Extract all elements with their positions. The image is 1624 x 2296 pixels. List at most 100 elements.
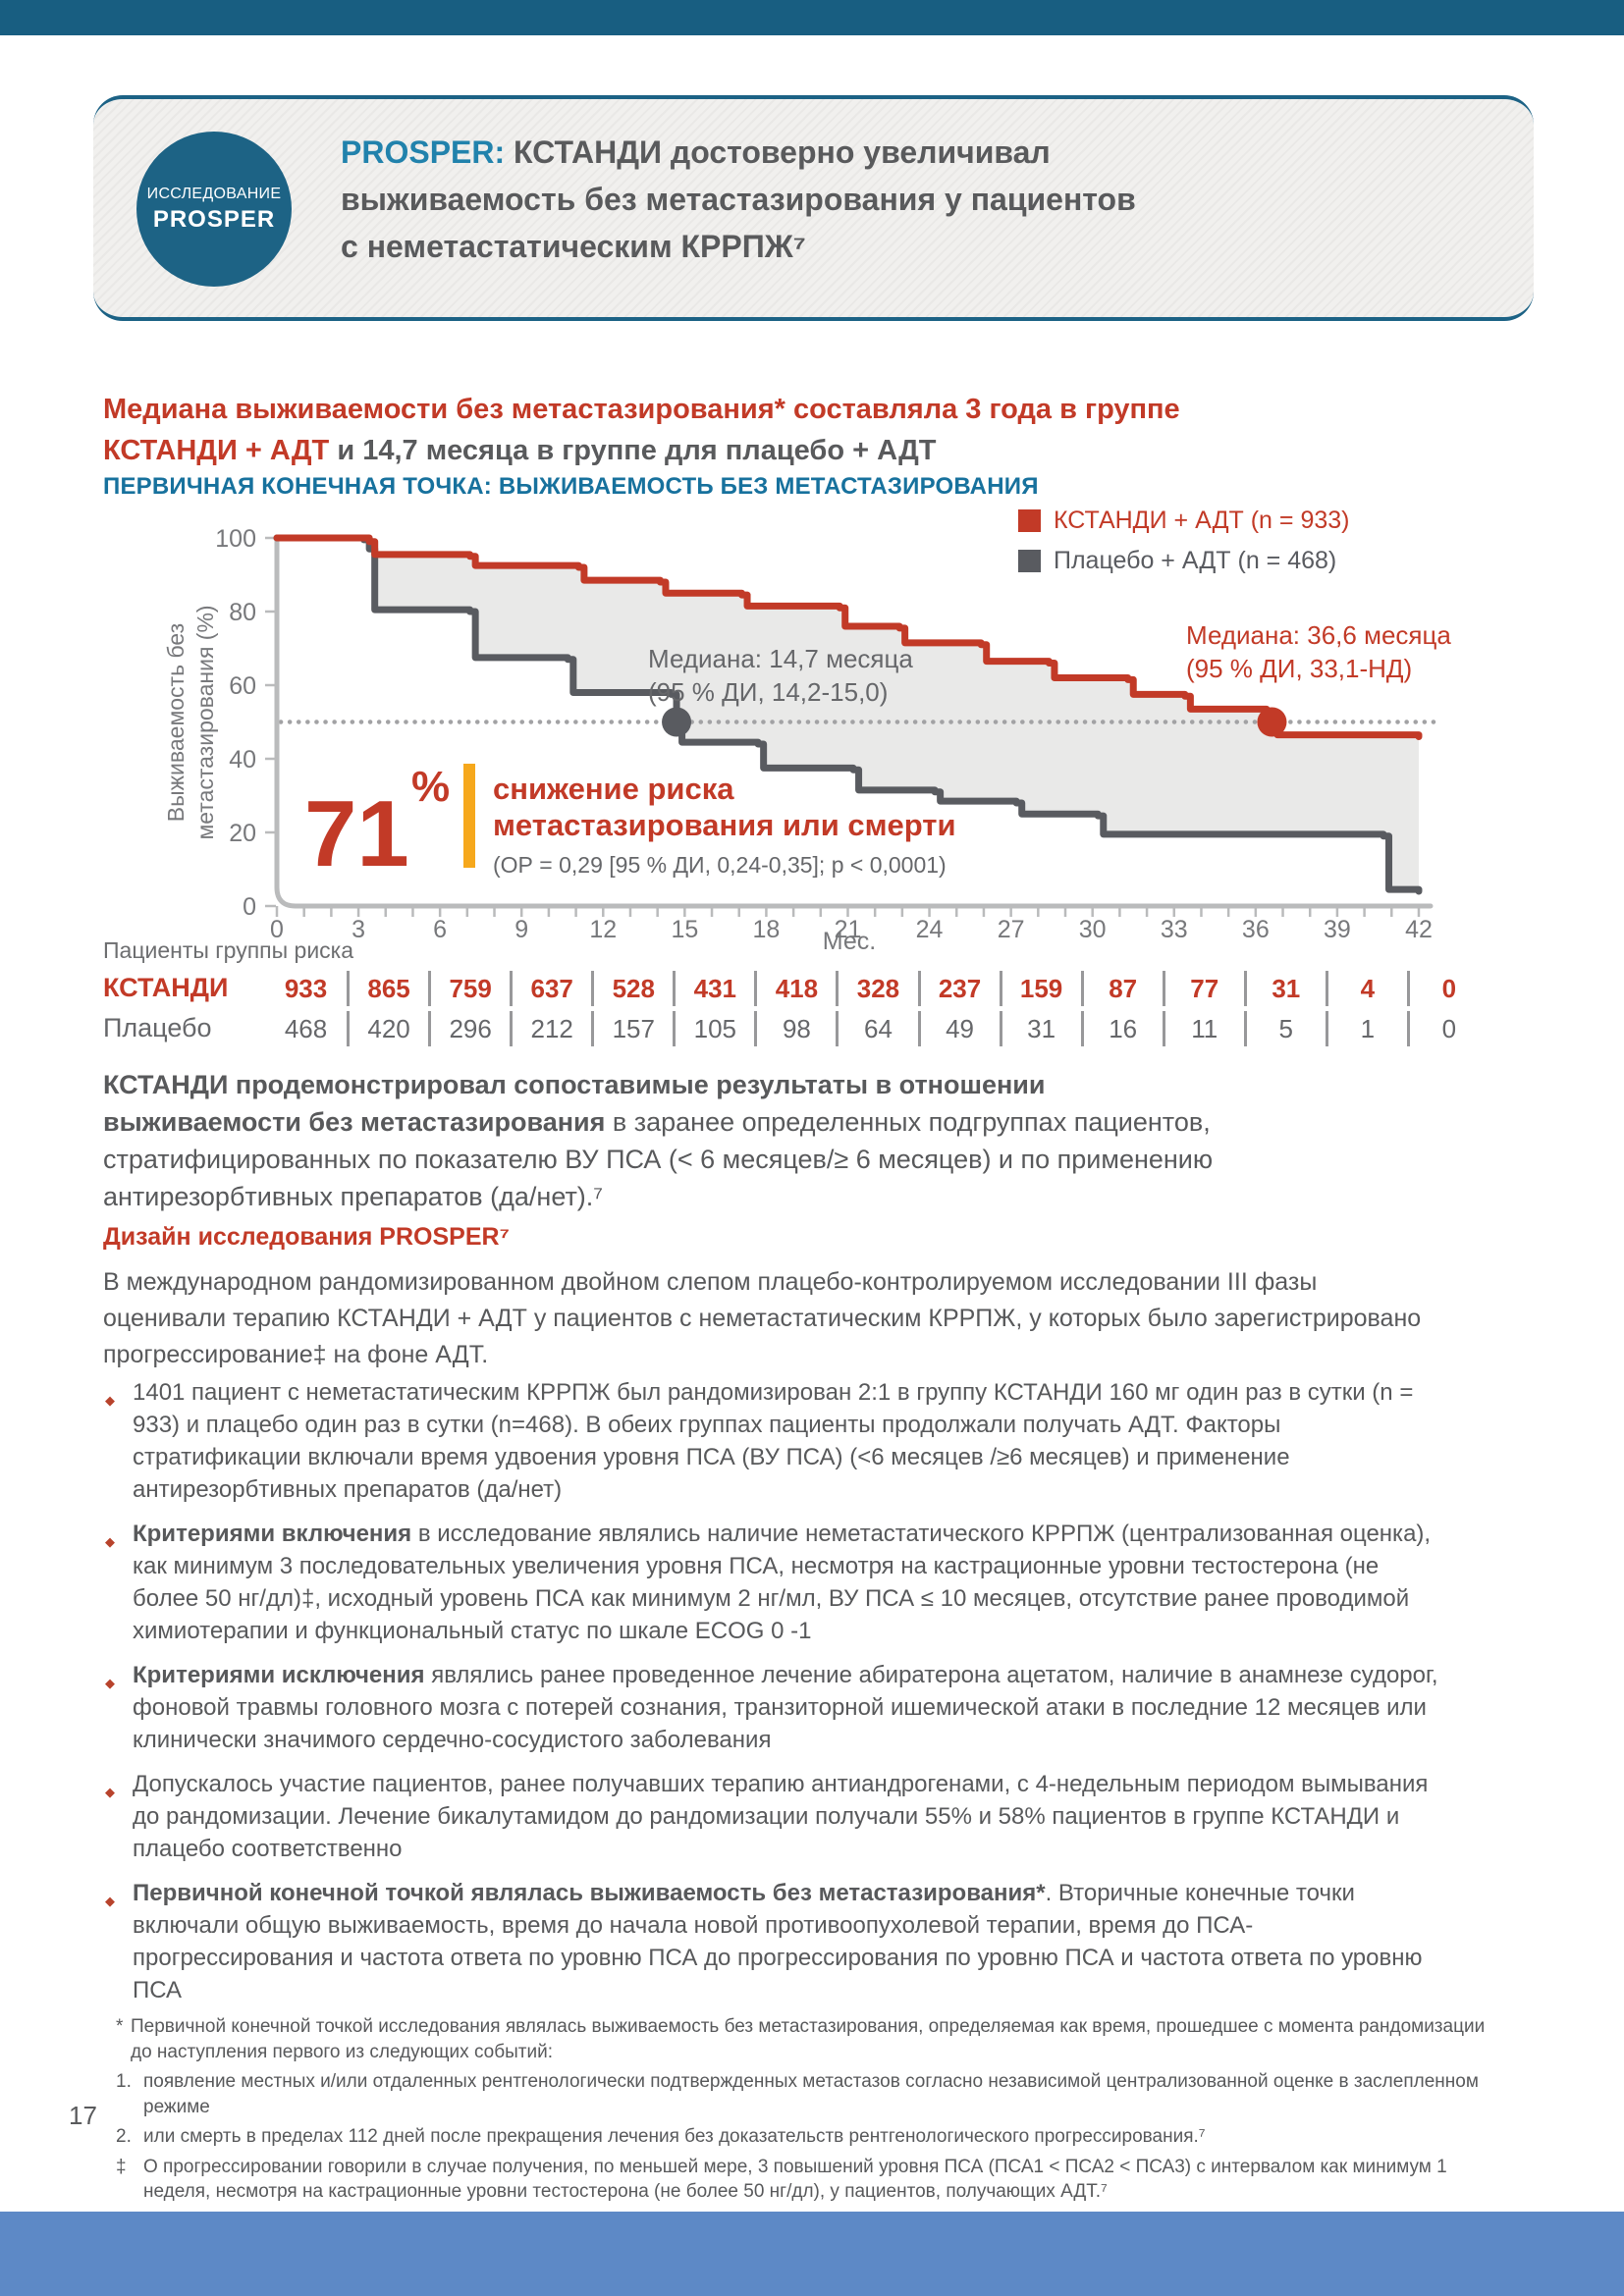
x-tick-label: 0 — [270, 916, 284, 943]
patients-at-risk-table: КСТАНДИ 933 865 759 637 528 431 418 328 237 159 87 7… — [103, 968, 1532, 1048]
risk-row-placebo: Плацебо 468 420 296 212 157 105 98 64 49 31 16 11 5 1 0 — [103, 1008, 1532, 1048]
bullet-prior-antiandrogen: Допускалось участие пациентов, ранее пол… — [103, 1768, 1438, 1865]
x-tick-label: 21 — [835, 916, 862, 943]
risk-value: 77 — [1162, 970, 1244, 1006]
bullet-inclusion-criteria: Критериями включения в исследование явля… — [103, 1518, 1438, 1647]
study-design-heading: Дизайн исследования PROSPER⁷ — [103, 1223, 510, 1251]
x-tick-label: 27 — [998, 916, 1025, 943]
median-marker — [662, 707, 692, 737]
risk-row-xtandi: КСТАНДИ 933 865 759 637 528 431 418 328 237 159 87 7… — [103, 968, 1532, 1008]
study-design-bullets: 1401 пациент с неметастатическим КРРПЖ б… — [103, 1376, 1438, 2018]
risk-reduction-value: 71 — [304, 781, 409, 886]
page-title: PROSPER: КСТАНДИ достоверно увеличивал в… — [341, 129, 1136, 270]
risk-value: 637 — [510, 970, 591, 1006]
x-tick-label: 9 — [514, 916, 528, 943]
x-tick-label: 30 — [1079, 916, 1107, 943]
y-axis-label-line2: метастазирования (%) — [192, 605, 218, 839]
x-tick-label: 3 — [352, 916, 365, 943]
legend-label-xtandi: КСТАНДИ + АДТ (n = 933) — [1054, 507, 1350, 534]
badge-line1: ИССЛЕДОВАНИЕ — [146, 185, 282, 202]
median-placebo-annotation-line2: (95 % ДИ, 14,2-15,0) — [648, 677, 888, 707]
risk-value: 431 — [673, 970, 754, 1006]
legend-label-placebo: Плацебо + АДТ (n = 468) — [1054, 547, 1337, 574]
axes — [274, 535, 1434, 909]
title-prosper: PROSPER: — [341, 134, 506, 170]
median-placebo-annotation-line1: Медиана: 14,7 месяца — [648, 644, 913, 673]
risk-value: 328 — [836, 970, 917, 1006]
legend-item-xtandi: КСТАНДИ + АДТ (n = 933) — [1018, 507, 1349, 535]
risk-value: 159 — [999, 970, 1081, 1006]
xtandi-curve — [273, 534, 1423, 740]
placebo-curve — [273, 534, 1423, 895]
km-survival-chart: 0 3 6 9 12 15 18 21 24 27 30 33 36 39 42 0 20 40 60 80 100 В… — [103, 499, 1532, 1050]
summary-line2-bold: выживаемости без метастазирования — [103, 1107, 606, 1137]
x-tick-label: 33 — [1161, 916, 1188, 943]
risk-value: 933 — [284, 973, 328, 1003]
headline-line2-gray: и 14,7 месяца в группе для плацебо + АДТ — [329, 435, 937, 466]
prosper-study-badge: ИССЛЕДОВАНИЕ PROSPER — [136, 132, 292, 287]
median-headline: Медиана выживаемости без метастазировани… — [103, 389, 1180, 471]
risk-value: 31 — [1243, 970, 1326, 1006]
risk-table-title: Пациенты группы риска — [103, 937, 354, 963]
risk-value: 296 — [428, 1010, 510, 1046]
bullet-randomization: 1401 пациент с неметастатическим КРРПЖ б… — [103, 1376, 1438, 1506]
intro-line1: В международном рандомизированном двойно… — [103, 1268, 1318, 1296]
y-tick-label: 60 — [229, 672, 256, 700]
risk-value: 11 — [1162, 1010, 1244, 1046]
orange-accent-bar — [463, 764, 475, 868]
y-tick-label: 0 — [243, 893, 256, 921]
top-accent-bar — [0, 0, 1624, 35]
y-tick-label: 40 — [229, 746, 256, 774]
median-xtandi-annotation-line2: (95 % ДИ, 33,1-НД) — [1186, 654, 1412, 683]
median-marker — [1257, 707, 1287, 737]
risk-value: 420 — [347, 1010, 428, 1046]
risk-value: 0 — [1406, 1010, 1489, 1046]
summary-line4: антирезорбтивных препаратов (да/нет).⁷ — [103, 1182, 604, 1211]
risk-value: 105 — [673, 1010, 754, 1046]
risk-row-label: Плацебо — [103, 1013, 212, 1042]
risk-value: 468 — [284, 1013, 328, 1043]
hazard-ratio-stat: (ОР = 0,29 [95 % ДИ, 0,24-0,35]; p < 0,0… — [493, 852, 947, 878]
title-line3: с неметастатическим КРРПЖ⁷ — [341, 229, 806, 264]
footnote-1: 1. появление местных и/или отдаленных ре… — [116, 2071, 1479, 2117]
risk-value: 98 — [754, 1010, 836, 1046]
risk-value: 0 — [1406, 970, 1489, 1006]
x-tick-label: 24 — [916, 916, 944, 943]
footnote-2: 2. или смерть в пределах 112 дней после … — [116, 2126, 1206, 2147]
risk-value: 49 — [917, 1010, 1000, 1046]
title-line2: выживаемость без метастазирования у паци… — [341, 182, 1136, 217]
risk-value: 5 — [1243, 1010, 1326, 1046]
x-tick-label: 15 — [671, 916, 698, 943]
subgroup-summary: КСТАНДИ продемонстрировал сопоставимые р… — [103, 1066, 1213, 1215]
between-curves-band — [277, 538, 1419, 891]
summary-line1: КСТАНДИ продемонстрировал сопоставимые р… — [103, 1070, 1046, 1099]
risk-value: 865 — [347, 970, 428, 1006]
bottom-accent-bar — [0, 2212, 1624, 2296]
primary-endpoint-subhead: ПЕРВИЧНАЯ КОНЕЧНАЯ ТОЧКА: ВЫЖИВАЕМОСТЬ Б… — [103, 473, 1039, 500]
risk-value: 157 — [591, 1010, 673, 1046]
chart-legend: КСТАНДИ + АДТ (n = 933) Плацебо + АДТ (n… — [1018, 507, 1349, 575]
study-design-intro: В международном рандомизированном двойно… — [103, 1264, 1421, 1373]
median-xtandi-annotation-line1: Медиана: 36,6 месяца — [1186, 620, 1451, 650]
legend-swatch-placebo — [1018, 550, 1041, 572]
footnote-doubledagger: ‡ О прогрессировании говорили в случае п… — [116, 2156, 1447, 2203]
intro-line2: оценивали терапию КСТАНДИ + АДТ у пациен… — [103, 1305, 1422, 1332]
x-tick-label: 6 — [433, 916, 447, 943]
risk-value: 31 — [999, 1010, 1081, 1046]
x-tick-label: 12 — [589, 916, 617, 943]
y-tick-label: 80 — [229, 599, 256, 626]
intro-line3: прогрессирование‡ на фоне АДТ. — [103, 1341, 489, 1368]
legend-swatch-xtandi — [1018, 509, 1041, 532]
risk-value: 4 — [1325, 970, 1407, 1006]
risk-value: 528 — [591, 970, 673, 1006]
risk-value: 212 — [510, 1010, 591, 1046]
summary-line3: стратифицированных по показателю ВУ ПСА … — [103, 1145, 1214, 1174]
summary-line2-rest: в заранее определенных подгруппах пациен… — [605, 1107, 1211, 1137]
y-tick-label: 20 — [229, 820, 256, 847]
x-tick-label: 42 — [1405, 916, 1433, 943]
risk-value: 237 — [917, 970, 1000, 1006]
x-tick-label: 39 — [1324, 916, 1351, 943]
